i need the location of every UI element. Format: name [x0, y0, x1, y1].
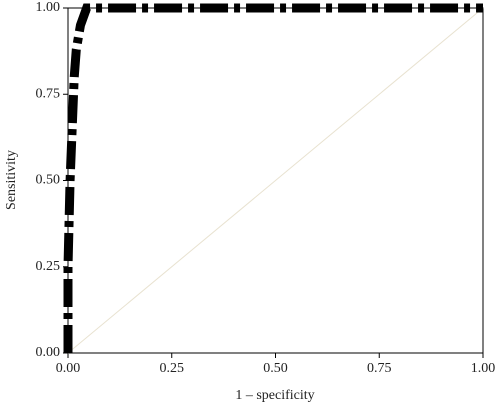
y-tick-label: 0.25: [36, 259, 61, 274]
y-tick-label: 0.75: [36, 86, 61, 101]
y-tick-label: 0.50: [36, 173, 61, 188]
x-tick-label: 0.50: [263, 361, 288, 376]
y-axis-label: Sensitivity: [4, 150, 19, 210]
x-axis-label: 1 – specificity: [235, 388, 314, 403]
x-tick-label: 1.00: [471, 361, 496, 376]
y-tick-label: 1.00: [36, 0, 61, 15]
x-tick-label: 0.75: [367, 361, 392, 376]
x-tick-label: 0.25: [160, 361, 185, 376]
roc-line: [67, 7, 484, 354]
x-tick-label: 0.00: [56, 361, 81, 376]
y-tick-label: 0.00: [36, 345, 61, 360]
roc-line: [63, 3, 483, 353]
